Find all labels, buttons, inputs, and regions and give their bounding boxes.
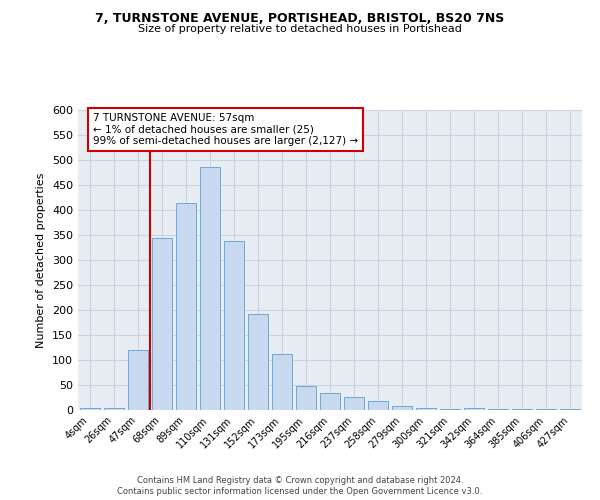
Bar [272,354,292,410]
Bar [248,314,268,410]
Text: Size of property relative to detached houses in Portishead: Size of property relative to detached ho… [138,24,462,34]
Bar [392,406,412,410]
Bar [104,408,124,410]
Text: 7, TURNSTONE AVENUE, PORTISHEAD, BRISTOL, BS20 7NS: 7, TURNSTONE AVENUE, PORTISHEAD, BRISTOL… [95,12,505,26]
Bar [488,409,508,410]
Bar [224,241,244,410]
Bar [200,166,220,410]
Bar [320,392,340,410]
Text: Contains HM Land Registry data © Crown copyright and database right 2024.: Contains HM Land Registry data © Crown c… [137,476,463,485]
Bar [152,238,172,410]
Bar [536,409,556,410]
Text: Contains public sector information licensed under the Open Government Licence v3: Contains public sector information licen… [118,487,482,496]
Bar [128,350,148,410]
Text: 7 TURNSTONE AVENUE: 57sqm
← 1% of detached houses are smaller (25)
99% of semi-d: 7 TURNSTONE AVENUE: 57sqm ← 1% of detach… [93,113,358,146]
Bar [176,202,196,410]
Bar [440,409,460,410]
Bar [512,409,532,410]
Bar [560,409,580,410]
Bar [80,408,100,410]
Bar [464,408,484,410]
Bar [344,396,364,410]
Bar [368,401,388,410]
Bar [416,408,436,410]
Bar [296,386,316,410]
Y-axis label: Number of detached properties: Number of detached properties [37,172,46,348]
